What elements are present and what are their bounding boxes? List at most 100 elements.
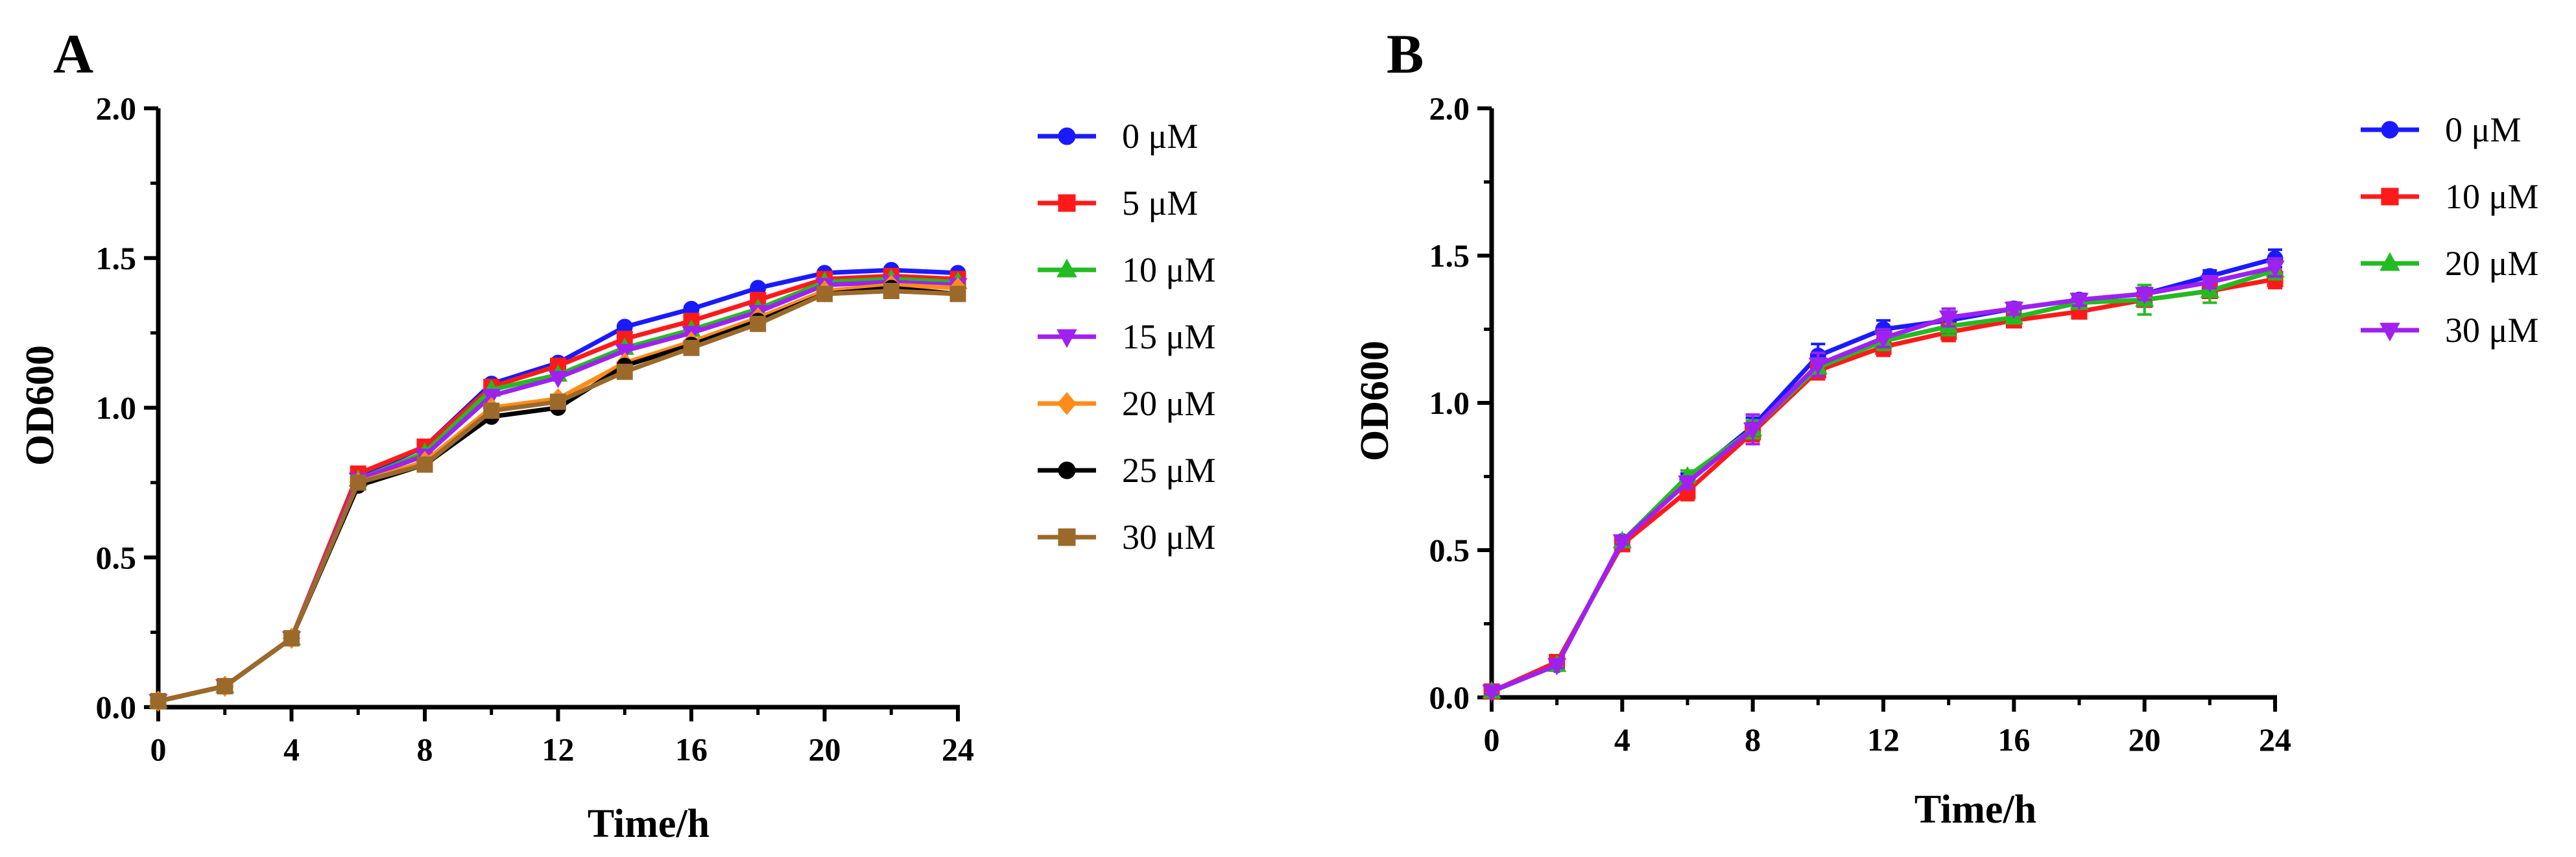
panel-a-legend-label: 25 μM — [1122, 451, 1215, 490]
panel-b-legend-label: 0 μM — [2445, 110, 2521, 149]
panel-a-y-tick-label: 1.5 — [96, 240, 137, 276]
panel-a-legend-swatch-marker — [1056, 258, 1077, 278]
panel-a-x-tick-label: 20 — [809, 731, 841, 767]
panel-a-legend-label: 15 μM — [1122, 317, 1215, 356]
panel-a-y-tick-label: 1.0 — [96, 390, 137, 426]
panel-b-x-tick-label: 12 — [1867, 721, 1900, 758]
panel-a-legend-label: 5 μM — [1122, 184, 1198, 223]
panel-b-point-30-m — [2004, 302, 2023, 319]
panel-b-series-group — [1482, 248, 2285, 702]
panel-b-point-30-m — [2135, 287, 2154, 305]
panel-b-point-30-m — [1939, 310, 1959, 328]
panel-a-series-group — [149, 261, 968, 712]
panel-a-point-15-m — [548, 370, 568, 389]
panel-a-line-25-m — [158, 285, 959, 704]
panel-b-legend-label: 10 μM — [2445, 177, 2538, 216]
panel-b-y-tick-label: 0.5 — [1429, 532, 1470, 568]
panel-b-point-30-m — [1547, 658, 1567, 676]
panel-a-legend-swatch-marker — [1057, 392, 1077, 415]
panel-a-legend-entry-30-m: 30 μM — [1038, 518, 1215, 557]
panel-b-legend-swatch-marker — [2381, 187, 2399, 206]
panel-a-legend-entry-10-m: 10 μM — [1038, 250, 1215, 289]
panel-a-point-30-m — [616, 363, 633, 380]
panel-b-point-30-m — [1874, 331, 1893, 349]
panel-a-legend-entry-15-m: 15 μM — [1038, 317, 1215, 356]
panel-a-y-tick-label: 0.0 — [96, 689, 137, 725]
panel-b-point-30-m — [1743, 422, 1763, 440]
panel-a-line-15-m — [158, 280, 959, 704]
panel-a-point-30-m — [150, 693, 167, 710]
panel-a-point-30-m — [550, 393, 566, 410]
panel-b-point-30-m — [2069, 293, 2089, 311]
panel-a-x-tick-label: 12 — [542, 731, 575, 767]
panel-b-x-tick-label: 20 — [2129, 721, 2161, 758]
panel-a-legend-entry-25-m: 25 μM — [1038, 451, 1215, 490]
panel-a-point-30-m — [750, 315, 767, 332]
panel-a-x-tick-label: 8 — [417, 731, 433, 767]
panel-b-legend-entry-20-m: 20 μM — [2361, 244, 2538, 283]
panel-b-legend-entry-30-m: 30 μM — [2361, 311, 2538, 350]
panel-b-point-30-m — [1808, 357, 1828, 376]
panel-b-legend: 0 μM 10 μM 20 μM 30 μM — [2361, 110, 2538, 350]
panel-a-y-tick-label: 2.0 — [96, 90, 137, 127]
panel-a-legend-entry-0-m: 0 μM — [1038, 117, 1198, 156]
panel-a-series-0-m — [150, 261, 966, 710]
panel-b-legend-entry-0-m: 0 μM — [2361, 110, 2521, 149]
panel-a-series-10-m — [149, 269, 968, 708]
panel-a-point-30-m — [817, 285, 833, 302]
panel-a-point-30-m — [416, 456, 433, 473]
panel-b-y-tick-label: 1.0 — [1429, 385, 1470, 421]
panel-b-legend-label: 20 μM — [2445, 244, 2538, 283]
panel-a-line-30-m — [158, 289, 959, 704]
panel-b-series-0-m — [1483, 248, 2284, 700]
panel-b: B Time/h OD600 0.0 0.5 1.0 1.5 2.0 0 4 8 12 16 20 2… — [1353, 23, 2538, 832]
panel-a-line-0-m — [158, 267, 959, 704]
panel-b-point-30-m — [1482, 684, 1501, 702]
panel-a-x-tick-label: 16 — [675, 731, 708, 767]
panel-b-point-30-m — [2200, 275, 2219, 293]
panel-a-legend-label: 20 μM — [1122, 384, 1215, 423]
panel-b-legend-entry-10-m: 10 μM — [2361, 177, 2538, 216]
panel-b-x-tick-label: 0 — [1484, 721, 1500, 758]
panel-a-x-tick-label: 4 — [283, 731, 300, 767]
panel-a-x-axis-title: Time/h — [588, 802, 710, 846]
panel-b-x-tick-label: 16 — [1998, 721, 2030, 758]
panel-a-point-30-m — [949, 285, 966, 302]
panel-b-y-tick-label: 2.0 — [1429, 90, 1470, 127]
panel-a-legend-swatch-marker — [1058, 127, 1076, 145]
panel-a-legend: 0 μM 5 μM 10 μM 15 μM 20 μM 25 μM 30 μM — [1038, 117, 1215, 557]
panel-b-y-tick-label: 1.5 — [1429, 237, 1470, 274]
panel-b-point-30-m — [1612, 534, 1632, 552]
panel-b-letter: B — [1387, 23, 1424, 85]
panel-b-point-30-m — [2265, 260, 2285, 278]
panel-b-y-axis-title: OD600 — [1353, 341, 1397, 461]
panel-b-x-tick-label: 24 — [2259, 721, 2291, 758]
panel-a-line-5-m — [158, 273, 959, 704]
panel-b-legend-swatch-marker — [2381, 121, 2399, 139]
panel-a-point-30-m — [483, 402, 500, 419]
panel-a-y-axis-title: OD600 — [18, 345, 62, 466]
panel-a-series-15-m — [149, 274, 968, 712]
panel-a-point-30-m — [217, 678, 233, 695]
panel-b-point-30-m — [1678, 475, 1697, 493]
panel-b-legend-swatch-marker — [2379, 252, 2400, 271]
panel-a-series-20-m — [149, 274, 967, 712]
panel-a-line-10-m — [158, 276, 959, 704]
panel-a-legend-label: 0 μM — [1122, 117, 1198, 156]
panel-a-letter: A — [53, 23, 93, 85]
panel-b-x-axis-title: Time/h — [1914, 788, 2036, 832]
panel-a-point-30-m — [350, 474, 366, 491]
panel-b-axes: 0.0 0.5 1.0 1.5 2.0 0 4 8 12 16 20 24 — [1429, 90, 2292, 758]
panel-a-legend-swatch-marker — [1058, 528, 1076, 546]
panel-a-y-tick-label: 0.5 — [96, 539, 137, 575]
panel-b-series-30-m — [1482, 257, 2285, 702]
panel-b-legend-label: 30 μM — [2445, 311, 2538, 350]
panel-a-point-30-m — [283, 630, 300, 647]
panel-a-legend-swatch-marker — [1058, 194, 1076, 212]
panel-b-x-tick-label: 8 — [1745, 721, 1761, 758]
panel-a-legend-label: 10 μM — [1122, 250, 1215, 289]
panel-a-x-tick-label: 0 — [150, 731, 167, 767]
panel-a-series-5-m — [150, 267, 966, 710]
panel-a-axes: 0.0 0.5 1.0 1.5 2.0 0 4 8 12 16 20 24 — [96, 90, 975, 767]
